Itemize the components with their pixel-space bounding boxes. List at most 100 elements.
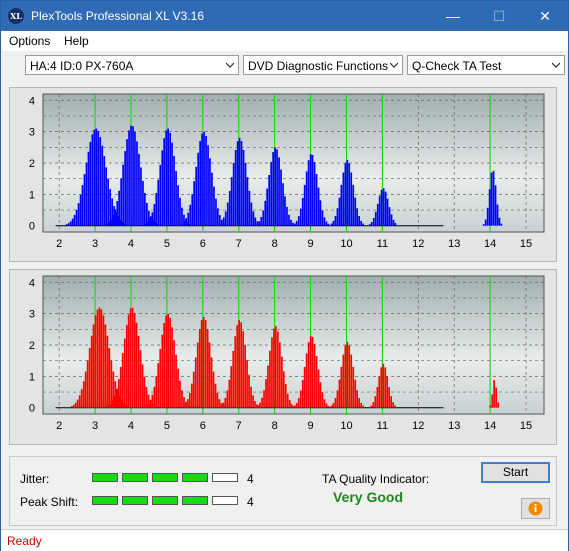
test-select[interactable]: Q-Check TA Test — [407, 55, 565, 75]
data-bar — [370, 405, 373, 408]
data-bar — [191, 383, 193, 408]
x-tick-label: 9 — [307, 420, 313, 432]
data-bar — [78, 395, 81, 408]
data-bar — [87, 151, 90, 226]
data-bar — [238, 137, 241, 226]
data-bar — [317, 187, 320, 226]
data-bar — [106, 335, 109, 408]
data-bar — [148, 210, 150, 226]
data-bar — [161, 334, 164, 408]
close-button[interactable]: ✕ — [539, 8, 551, 24]
data-bar — [342, 354, 345, 408]
data-bar — [282, 371, 285, 408]
data-bar — [161, 150, 164, 226]
data-bar — [372, 402, 375, 408]
data-bar — [307, 160, 310, 226]
data-bar — [112, 371, 115, 408]
data-bar — [208, 342, 211, 408]
data-bar — [323, 399, 326, 408]
data-bar — [146, 202, 148, 226]
data-bar — [319, 382, 322, 408]
x-tick-label: 10 — [340, 238, 352, 250]
data-bar — [256, 221, 259, 226]
data-bar — [290, 219, 292, 226]
x-tick-label: 8 — [272, 420, 278, 432]
data-bar — [330, 223, 333, 226]
data-bar — [230, 366, 233, 408]
data-bar — [317, 369, 320, 408]
data-bar — [242, 331, 244, 408]
y-tick-label: 2 — [29, 158, 35, 170]
data-bar — [167, 128, 169, 226]
data-bar — [189, 392, 191, 408]
data-bar — [338, 197, 341, 226]
data-bar — [295, 220, 298, 226]
data-bar — [140, 167, 142, 226]
data-bar — [236, 141, 239, 226]
data-bar — [262, 210, 265, 226]
y-tick-label: 0 — [29, 221, 35, 233]
info-button[interactable] — [521, 498, 550, 519]
data-bar — [144, 192, 146, 226]
data-bar — [118, 379, 120, 408]
drive-select[interactable]: HA:4 ID:0 PX-760A — [25, 55, 239, 75]
data-bar — [114, 209, 117, 226]
menu-help[interactable]: Help — [64, 34, 89, 48]
data-bar — [392, 219, 395, 226]
data-bar — [179, 380, 181, 408]
data-bar — [301, 197, 304, 226]
data-bar — [273, 328, 275, 408]
data-bar — [121, 353, 124, 408]
data-bar — [175, 170, 177, 226]
data-bar — [192, 371, 195, 408]
x-tick-label: 5 — [164, 238, 170, 250]
data-bar — [69, 221, 72, 226]
y-tick-label: 3 — [29, 309, 35, 321]
data-bar — [130, 125, 132, 226]
x-tick-label: 4 — [128, 238, 134, 250]
data-bar — [354, 197, 357, 226]
data-bar — [254, 401, 256, 408]
data-bar — [386, 198, 389, 226]
app-logo-icon: XL — [8, 8, 24, 24]
start-button[interactable]: Start — [481, 462, 550, 483]
data-bar — [181, 223, 184, 226]
data-bar — [220, 405, 223, 408]
data-bar — [236, 325, 239, 408]
data-bar — [167, 313, 169, 408]
data-bar — [256, 404, 258, 408]
menu-options[interactable]: Options — [9, 34, 51, 48]
chevron-down-icon — [390, 62, 398, 68]
quality-panel: Jitter: 4 Peak Shift: 4 TA Quality Indic… — [9, 456, 557, 526]
data-bar — [143, 376, 146, 408]
data-bar — [342, 172, 345, 226]
data-bar — [284, 384, 287, 408]
data-bar — [110, 403, 112, 408]
data-bar — [288, 400, 291, 408]
data-bar — [98, 307, 101, 408]
data-bar — [340, 184, 343, 226]
x-tick-label: 7 — [236, 238, 242, 250]
data-bar — [77, 203, 80, 226]
data-bar — [311, 336, 314, 408]
data-bar — [125, 325, 128, 408]
data-bar — [119, 367, 122, 408]
data-bar — [189, 204, 192, 226]
peak-shift-meter — [92, 496, 242, 505]
data-bar — [340, 366, 343, 408]
maximize-button[interactable]: ☐ — [492, 8, 506, 24]
data-bar — [67, 223, 70, 226]
data-bar — [116, 388, 118, 408]
data-bar — [346, 159, 349, 226]
data-bar — [138, 153, 140, 226]
data-bar — [484, 219, 487, 226]
data-bar — [327, 223, 330, 226]
data-bar — [216, 392, 219, 408]
minimize-button[interactable]: — — [446, 8, 460, 24]
title-bar: XL PlexTools Professional XL V3.16 — ☐ ✕ — [1, 1, 568, 31]
data-bar — [96, 309, 99, 408]
data-bar — [95, 128, 98, 226]
function-select[interactable]: DVD Diagnostic Functions — [243, 55, 403, 75]
data-bar — [118, 190, 120, 226]
data-bar — [284, 196, 286, 226]
